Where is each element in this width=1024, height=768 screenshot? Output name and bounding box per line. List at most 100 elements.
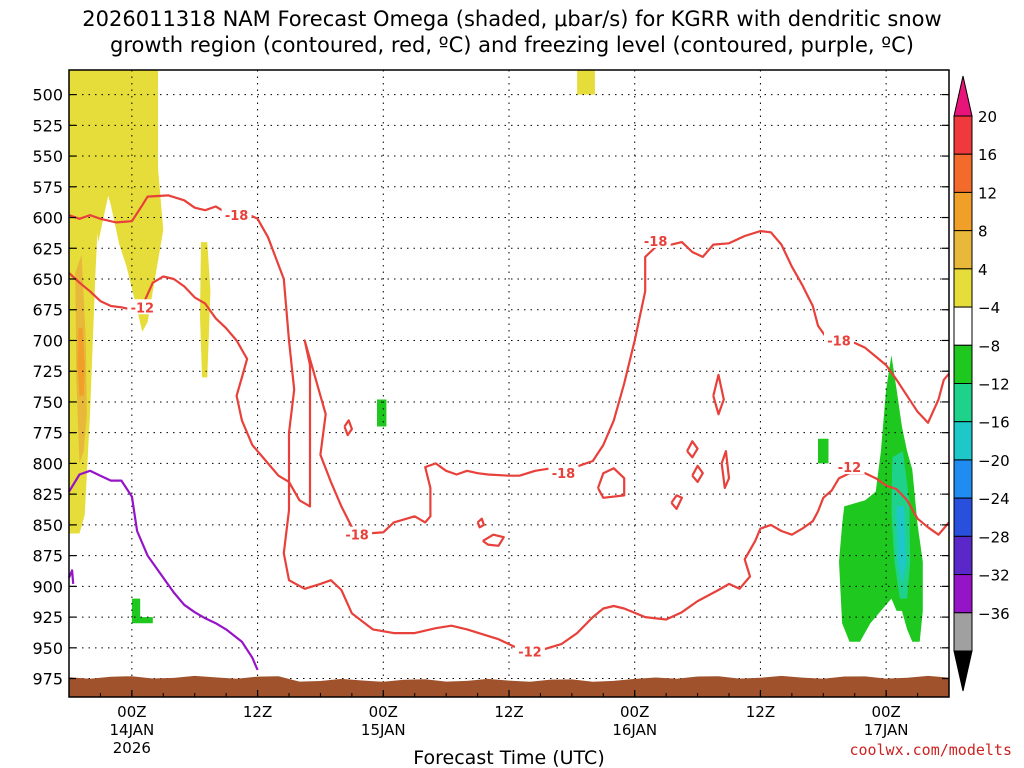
dgz-blob-4 xyxy=(596,467,626,499)
site-credit[interactable]: coolwx.com/modelts xyxy=(849,741,1012,759)
terrain-fill xyxy=(69,675,949,697)
x-tick-year: 2026 xyxy=(113,739,151,757)
colorbar-bin xyxy=(953,497,973,537)
contour-label-bg xyxy=(548,465,579,481)
contour-label-bg xyxy=(342,526,373,542)
y-tick-label: 850 xyxy=(32,516,63,535)
contour-label-bg xyxy=(834,459,865,475)
contour-label: -18 xyxy=(345,529,369,544)
y-tick-label: 775 xyxy=(32,424,63,443)
x-tick-label: 00Z xyxy=(117,703,146,721)
contour-label: -12 xyxy=(838,461,862,476)
y-tick-label: 550 xyxy=(32,147,63,166)
terrain-band xyxy=(69,675,949,697)
dgz-blob-5 xyxy=(670,494,684,510)
dgz-blob-1 xyxy=(343,419,353,437)
y-tick-label: 750 xyxy=(32,393,63,412)
contour-label: -18 xyxy=(827,334,851,349)
omega-stronger-west xyxy=(77,328,85,396)
x-tick-date: 14JAN xyxy=(109,721,154,739)
y-tick-label: 925 xyxy=(32,608,63,627)
chart-title-line-1: 2026011318 NAM Forecast Omega (shaded, μ… xyxy=(82,7,942,31)
y-tick-label: 700 xyxy=(32,331,63,350)
y-tick-label: 625 xyxy=(32,239,63,258)
x-tick-label: 12Z xyxy=(494,703,523,721)
y-tick-label: 825 xyxy=(32,485,63,504)
colorbar-bin xyxy=(953,612,973,652)
contour-label: -18 xyxy=(225,209,249,224)
x-tick-label: 12Z xyxy=(746,703,775,721)
x-tick-date: 15JAN xyxy=(361,721,406,739)
colorbar-bin xyxy=(953,230,973,270)
colorbar-label: 8 xyxy=(978,223,988,241)
omega-pos-mid xyxy=(200,242,211,378)
dgz-blob-8 xyxy=(712,373,725,416)
colorbar-bin xyxy=(953,421,973,461)
omega-neg-small xyxy=(818,438,829,464)
dgz-blob-3 xyxy=(482,533,505,547)
colorbar-bin xyxy=(953,191,973,232)
x-tick-label: 00Z xyxy=(871,703,900,721)
omega-pos-top xyxy=(577,70,595,95)
y-tick-label: 600 xyxy=(32,209,63,228)
omega-neg-mid xyxy=(377,399,387,427)
colorbar-bin xyxy=(953,115,973,155)
contour-labels: -18 -12 -18 -18 -12 -18 -18 -12 xyxy=(127,207,865,661)
colorbar-label: −36 xyxy=(978,605,1010,623)
chart-title: 2026011318 NAM Forecast Omega (shaded, μ… xyxy=(0,6,1024,58)
y-tick-label: 525 xyxy=(32,116,63,135)
colorbar-label: 12 xyxy=(978,184,997,202)
colorbar: 20 16 12 8 4 −4 −8 −12 −16 −20 −24 −28 −32 −36 xyxy=(953,75,1010,692)
x-tick-date: 16JAN xyxy=(612,721,657,739)
y-tick-label: 800 xyxy=(32,454,63,473)
x-tick-label: 00Z xyxy=(369,703,398,721)
y-tick-label: 575 xyxy=(32,178,63,197)
y-tick-label: 875 xyxy=(32,547,63,566)
colorbar-top-arrow xyxy=(953,75,973,117)
contour-label: -12 xyxy=(518,646,542,661)
x-tick-date: 17JAN xyxy=(864,721,909,739)
dgz-blob-2 xyxy=(476,517,485,529)
contour-label: -12 xyxy=(131,301,155,316)
colorbar-label: −24 xyxy=(978,490,1010,508)
colorbar-label: −4 xyxy=(978,299,1000,317)
colorbar-label: 16 xyxy=(978,146,997,164)
contour-label-bg xyxy=(640,232,671,248)
chart-title-line-2: growth region (contoured, red, ºC) and f… xyxy=(110,33,914,57)
y-tick-label: 500 xyxy=(32,86,63,105)
colorbar-bin xyxy=(953,535,973,576)
colorbar-label: −12 xyxy=(978,376,1010,394)
colorbar-bin xyxy=(953,459,973,499)
colorbar-label: 20 xyxy=(978,108,997,126)
contour-label-bg xyxy=(127,299,158,315)
dgz-blob-6 xyxy=(686,440,699,459)
omega-pos-west-tower xyxy=(90,70,120,243)
dgz-blob-7 xyxy=(691,464,704,483)
x-tick-label: 12Z xyxy=(243,703,272,721)
contour-label: -18 xyxy=(552,467,576,482)
y-tick-label: 950 xyxy=(32,639,63,658)
colorbar-bin xyxy=(953,268,973,308)
contour-label-bg xyxy=(514,643,545,659)
freezing-level xyxy=(68,469,259,671)
omega-neg-east-inner xyxy=(896,506,906,584)
dgz-upper-west xyxy=(68,194,950,652)
y-tick-label: 675 xyxy=(32,301,63,320)
colorbar-bottom-arrow xyxy=(953,650,973,692)
omega-neg-west xyxy=(131,598,153,624)
colorbar-bin xyxy=(953,153,973,193)
colorbar-bin xyxy=(953,574,973,614)
colorbar-label: −28 xyxy=(978,528,1010,546)
y-tick-label: 650 xyxy=(32,270,63,289)
y-axis: 500 525 550 575 600 625 650 675 700 725 750 775 800 8… xyxy=(32,86,949,689)
colorbar-bin xyxy=(953,344,973,384)
x-axis-title: Forecast Time (UTC) xyxy=(413,747,604,768)
colorbar-label: −8 xyxy=(978,337,1000,355)
omega-neg-east xyxy=(839,355,923,642)
contour-label-bg xyxy=(824,332,854,348)
y-tick-label: 725 xyxy=(32,362,63,381)
contour-lines xyxy=(67,194,950,671)
contour-label: -18 xyxy=(644,235,668,250)
